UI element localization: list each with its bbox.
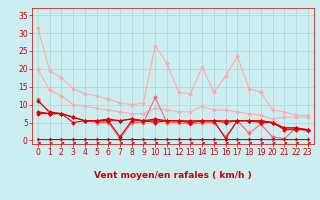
X-axis label: Vent moyen/en rafales ( km/h ): Vent moyen/en rafales ( km/h ) [94, 171, 252, 180]
